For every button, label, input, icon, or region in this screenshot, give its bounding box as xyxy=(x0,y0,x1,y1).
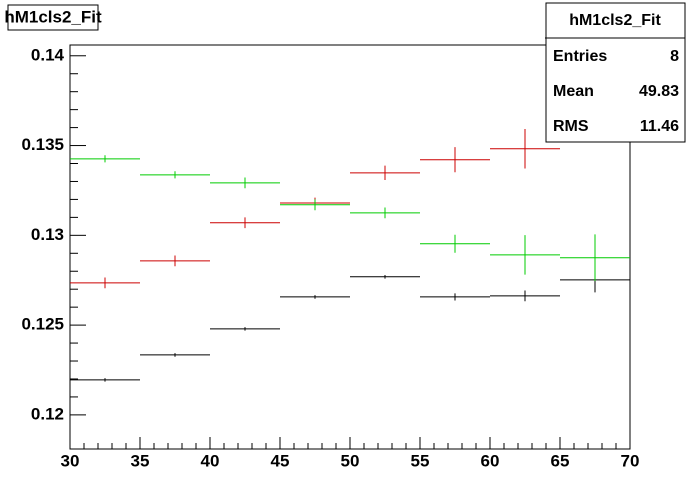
y-tick-label: 0.125 xyxy=(21,315,64,334)
stats-label: RMS xyxy=(553,118,589,135)
stats-label: Mean xyxy=(553,83,594,100)
y-tick-label: 0.14 xyxy=(31,45,65,64)
x-tick-label: 30 xyxy=(61,451,80,470)
x-tick-label: 55 xyxy=(411,451,430,470)
y-tick-label: 0.13 xyxy=(31,225,64,244)
frame xyxy=(69,44,631,450)
chart-title: hM1cls2_Fit xyxy=(4,7,102,26)
stats-title: hM1cls2_Fit xyxy=(569,12,661,29)
x-tick-label: 50 xyxy=(341,451,360,470)
stats-value: 11.46 xyxy=(640,118,679,135)
stats-value: 8 xyxy=(670,48,679,65)
x-tick-label: 40 xyxy=(201,451,220,470)
x-tick-label: 65 xyxy=(551,451,570,470)
x-tick-label: 45 xyxy=(271,451,290,470)
y-tick-label: 0.135 xyxy=(21,135,64,154)
stats-frame xyxy=(545,2,686,143)
y-tick-label: 0.12 xyxy=(31,404,64,423)
x-tick-label: 60 xyxy=(481,451,500,470)
title-box xyxy=(7,4,99,31)
x-tick-label: 70 xyxy=(621,451,640,470)
x-tick-label: 35 xyxy=(131,451,150,470)
stats-label: Entries xyxy=(553,48,607,65)
stats-value: 49.83 xyxy=(639,83,679,100)
stats-box: hM1cls2_Fit Entries 8 Mean 49.83 RMS 11.46 xyxy=(545,2,686,143)
